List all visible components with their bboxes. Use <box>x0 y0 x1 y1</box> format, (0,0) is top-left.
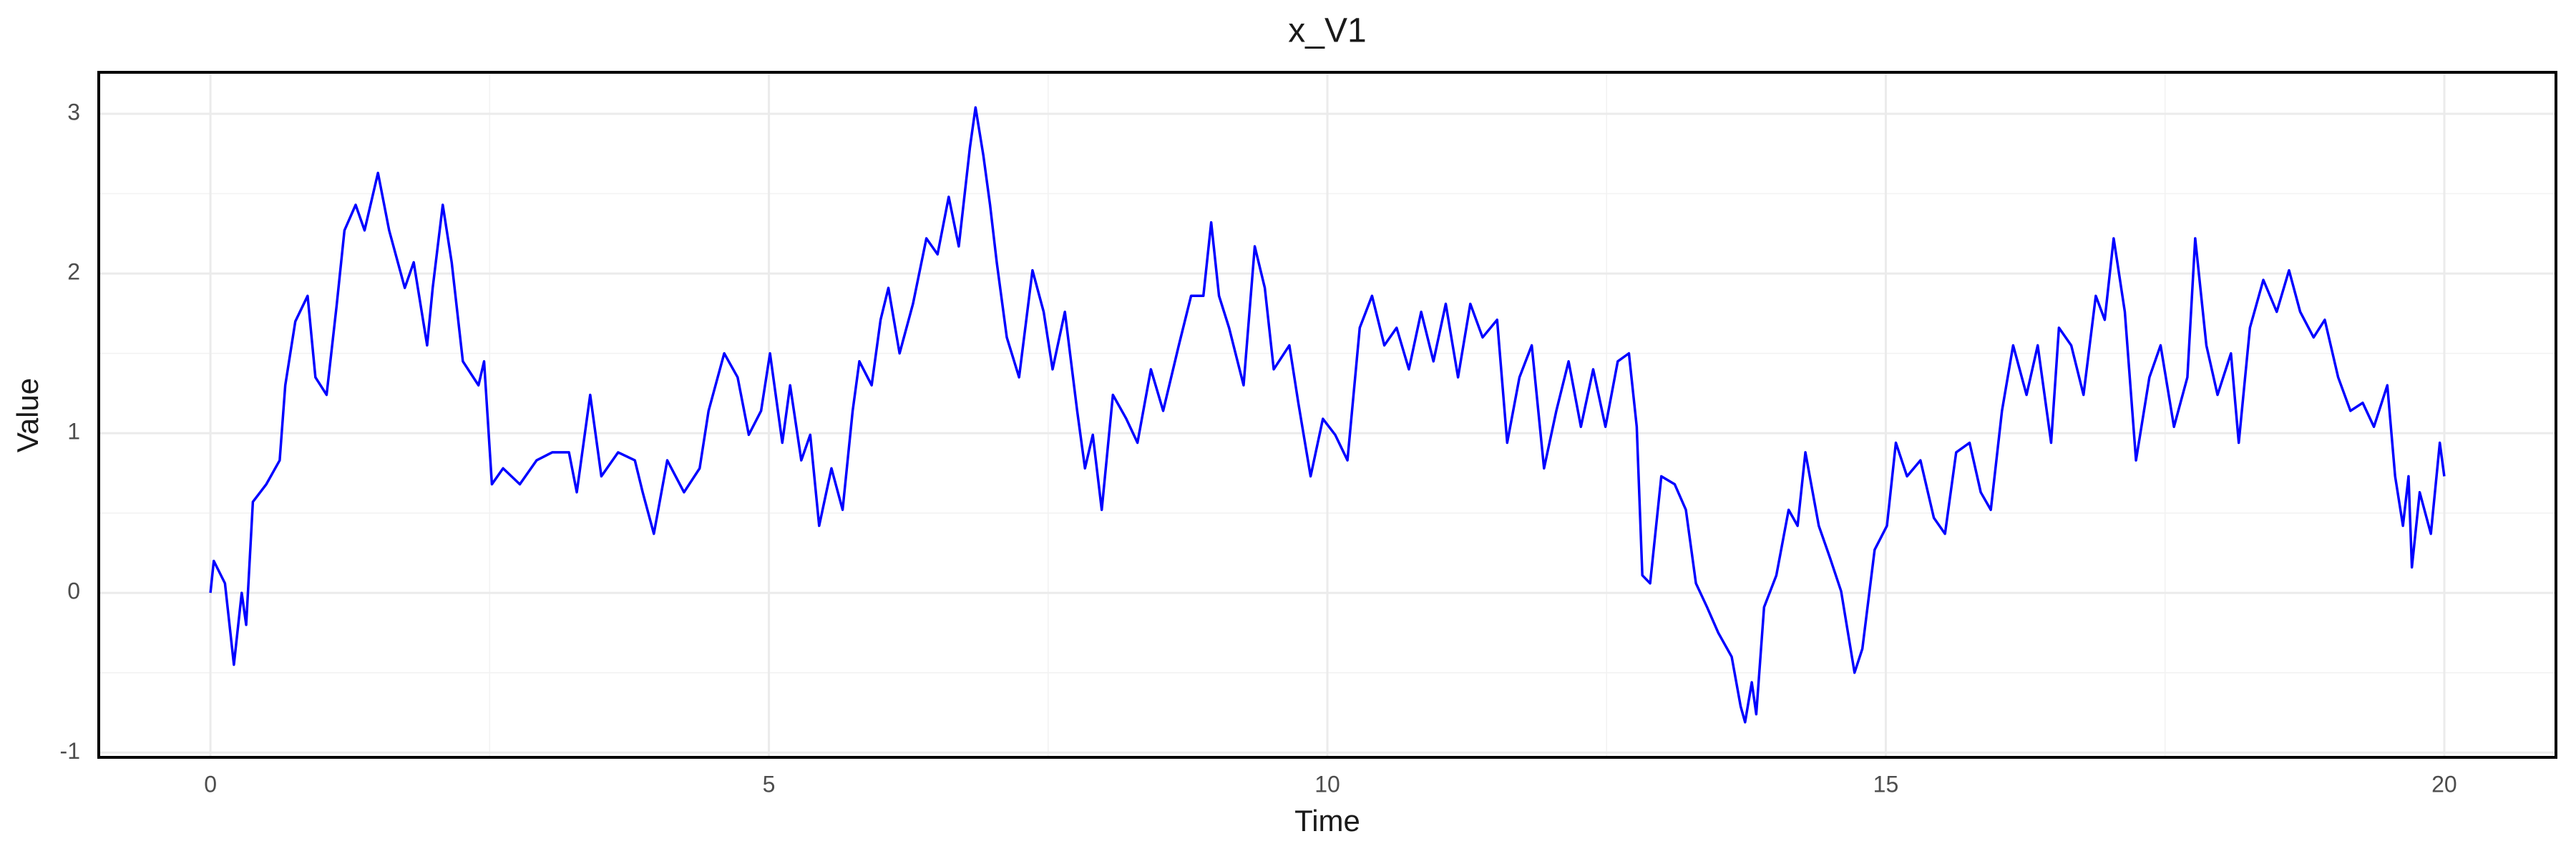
plot-frame <box>97 71 2557 759</box>
y-tick-label: 1 <box>67 419 80 445</box>
x-tick-label: 10 <box>1314 771 1340 797</box>
y-axis-title: Value <box>11 378 44 452</box>
x-tick-label: 20 <box>2431 771 2457 797</box>
chart-title: x_V1 <box>1288 12 1366 50</box>
x-axis-title: Time <box>1294 804 1360 838</box>
y-tick-label: 2 <box>67 259 80 285</box>
x-tick-label: 15 <box>1873 771 1899 797</box>
y-tick-label: 0 <box>67 578 80 604</box>
y-tick-label: 3 <box>67 99 80 125</box>
x-tick-label: 0 <box>204 771 217 797</box>
data-line <box>209 106 2446 724</box>
y-tick-label: -1 <box>60 738 80 764</box>
x-tick-label: 5 <box>763 771 776 797</box>
